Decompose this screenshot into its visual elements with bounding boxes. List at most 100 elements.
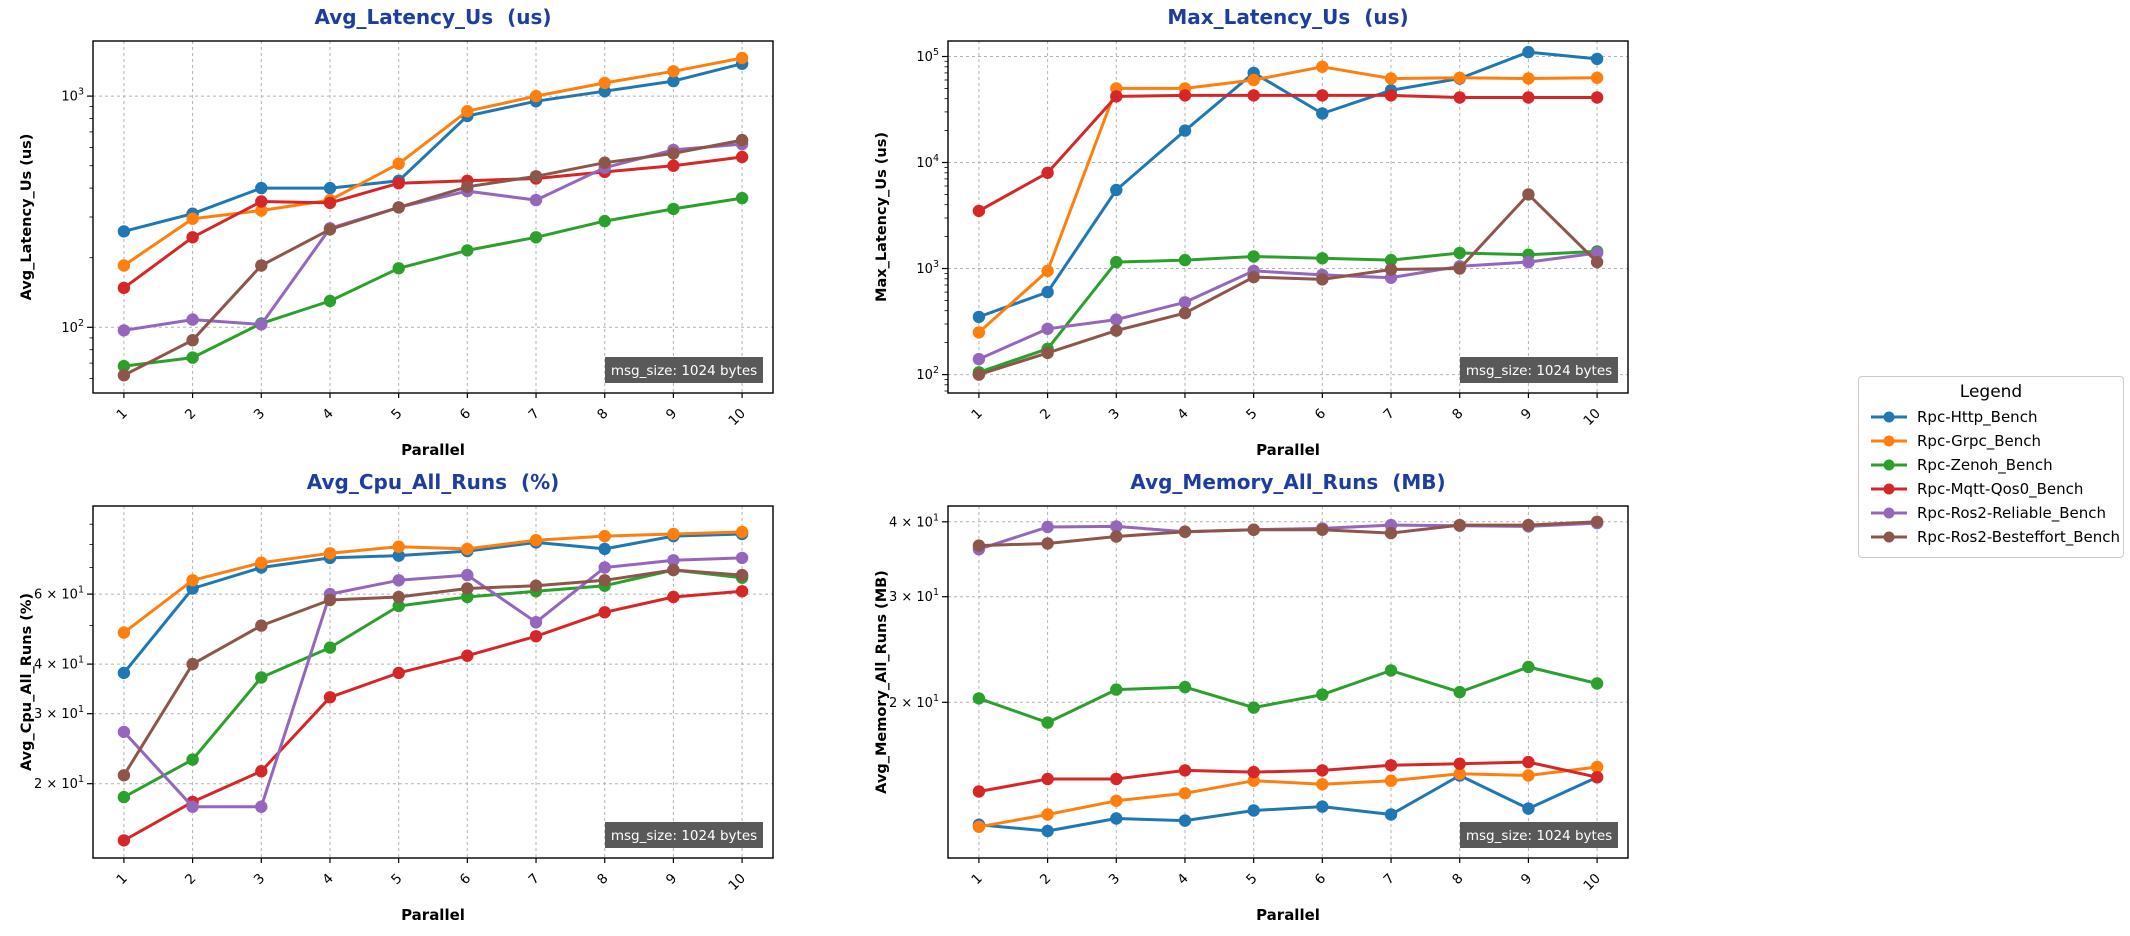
svg-text:msg_size: 1024 bytes: msg_size: 1024 bytes [611,828,757,844]
legend-box: Legend Rpc-Http_Bench Rpc-Grpc_Bench Rpc… [1858,376,2124,558]
legend-label: Rpc-Http_Bench [1917,408,2038,426]
chart-title-avg-cpu: Avg_Cpu_All_Runs (%) [306,470,560,494]
svg-text:6 × 101: 6 × 101 [34,585,84,603]
series-Rpc-Ros2-Besteffort_Bench [972,188,1604,381]
svg-text:3: 3 [1106,406,1123,423]
series-Rpc-Grpc_Bench [117,525,749,639]
legend-item-grpc: Rpc-Grpc_Bench [1869,429,2113,453]
svg-text:1: 1 [968,406,985,423]
chart-panel-avg-memory: Avg_Memory_All_Runs (MB) 2 × 101 3 × 101 4… [870,468,1640,930]
legend-label: Rpc-Grpc_Bench [1917,432,2041,450]
x-axis-label: Parallel [1256,441,1320,459]
svg-text:105: 105 [916,47,939,65]
svg-text:4 × 101: 4 × 101 [889,512,939,530]
series-Rpc-Http_Bench [117,527,749,680]
series-Rpc-Ros2-Besteffort_Bench [972,515,1604,552]
y-axis-label: Avg_Memory_All_Runs (MB) [874,570,890,794]
svg-text:6: 6 [457,406,474,423]
svg-text:4: 4 [319,406,336,423]
chart-title-avg-memory: Avg_Memory_All_Runs (MB) [1130,470,1446,494]
svg-text:msg_size: 1024 bytes: msg_size: 1024 bytes [1466,828,1612,844]
legend-marker-icon [1871,411,1907,423]
svg-text:103: 103 [916,259,939,277]
svg-text:3 × 101: 3 × 101 [889,587,939,605]
series-Rpc-Grpc_Bench [117,51,749,272]
legend-marker-icon [1871,459,1907,471]
svg-text:2 × 101: 2 × 101 [34,774,84,792]
svg-text:2: 2 [182,406,199,423]
x-axis-label: Parallel [401,906,465,924]
msg-size-badge [605,357,763,383]
series-Rpc-Mqtt-Qos0_Bench [117,585,749,847]
series-Rpc-Grpc_Bench [972,760,1604,833]
msg-size-badge [1460,822,1618,848]
svg-text:msg_size: 1024 bytes: msg_size: 1024 bytes [1466,363,1612,379]
svg-text:3: 3 [1106,871,1123,888]
svg-text:7: 7 [525,406,542,423]
svg-text:1: 1 [113,871,130,888]
chart-panel-avg-cpu: Avg_Cpu_All_Runs (%) 2 × 101 3 × 101 4 × 1… [15,468,785,930]
svg-text:10: 10 [725,871,748,894]
legend-marker-icon [1871,507,1907,519]
svg-text:3 × 101: 3 × 101 [34,704,84,722]
svg-text:2 × 101: 2 × 101 [889,693,939,711]
y-axis-label: Max_Latency_Us (us) [874,132,890,302]
x-axis-label: Parallel [1256,906,1320,924]
series-Rpc-Mqtt-Qos0_Bench [972,755,1604,798]
legend-label: Rpc-Ros2-Reliable_Bench [1917,504,2107,522]
svg-text:7: 7 [1380,406,1397,423]
legend-item-mqtt: Rpc-Mqtt-Qos0_Bench [1869,477,2113,501]
svg-text:6: 6 [1312,406,1329,423]
max-latency-plot: 102 103 104 105 1 2 3 4 5 6 7 8 9 10 msg_size: 1024 by… [874,40,1629,459]
msg-size-badge [1460,357,1618,383]
series-Rpc-Zenoh_Bench [972,660,1604,729]
svg-text:4: 4 [319,871,336,888]
svg-text:10: 10 [725,406,748,429]
series-Rpc-Ros2-Besteffort_Bench [117,563,749,782]
y-axis-label: Avg_Cpu_All_Runs (%) [19,593,35,771]
series-Rpc-Mqtt-Qos0_Bench [117,150,749,295]
legend-item-ros2-reliable: Rpc-Ros2-Reliable_Bench [1869,501,2113,525]
svg-text:6: 6 [457,871,474,888]
series-Rpc-Ros2-Reliable_Bench [972,516,1604,556]
svg-text:104: 104 [916,153,939,171]
chart-panel-max-latency: Max_Latency_Us (us) 102 103 104 105 1 2 3 4 5 6 7 8… [870,3,1640,465]
chart-panel-avg-latency: Avg_Latency_Us (us) 102 103 1 2 3 4 5 6 7 8 9 10 msg… [15,3,785,465]
svg-text:8: 8 [1449,406,1466,423]
svg-text:4: 4 [1174,406,1191,423]
svg-text:7: 7 [525,871,542,888]
chart-title-max-latency: Max_Latency_Us (us) [1167,5,1409,29]
legend-marker-icon [1871,483,1907,495]
series-Rpc-Ros2-Besteffort_Bench [117,133,749,382]
avg-memory-plot: 2 × 101 3 × 101 4 × 101 1 2 3 4 5 6 7 8 9 10 msg_size… [874,505,1629,924]
series-Rpc-Zenoh_Bench [117,563,749,804]
legend-label: Rpc-Mqtt-Qos0_Bench [1917,480,2084,498]
svg-text:2: 2 [1037,406,1054,423]
svg-text:6: 6 [1312,871,1329,888]
svg-text:4: 4 [1174,871,1191,888]
legend-item-ros2-besteffort: Rpc-Ros2-Besteffort_Bench [1869,525,2120,549]
series-Rpc-Http_Bench [972,769,1604,838]
y-axis-label: Avg_Latency_Us (us) [19,134,35,301]
svg-text:9: 9 [1518,871,1535,888]
svg-text:9: 9 [663,871,680,888]
series-Rpc-Http_Bench [117,57,749,238]
svg-text:5: 5 [388,871,405,888]
svg-text:8: 8 [594,406,611,423]
avg-latency-plot: 102 103 1 2 3 4 5 6 7 8 9 10 msg_size: 1024 bytes Par… [19,40,774,459]
svg-text:1: 1 [113,406,130,423]
svg-text:5: 5 [1243,871,1260,888]
series-Rpc-Zenoh_Bench [117,191,749,373]
svg-text:5: 5 [388,406,405,423]
svg-text:3: 3 [251,871,268,888]
svg-text:2: 2 [182,871,199,888]
legend-marker-icon [1871,531,1907,543]
svg-text:4 × 101: 4 × 101 [34,655,84,673]
svg-text:102: 102 [916,365,939,383]
svg-text:102: 102 [61,318,84,336]
svg-text:3: 3 [251,406,268,423]
svg-text:9: 9 [1518,406,1535,423]
x-axis-label: Parallel [401,441,465,459]
svg-text:8: 8 [1449,871,1466,888]
